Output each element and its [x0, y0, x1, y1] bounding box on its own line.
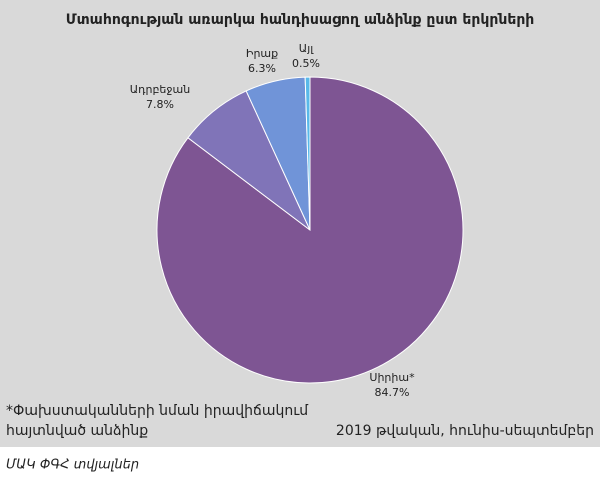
chart-title: Մտահոգության առարկա հանդիսացող անձինք ըս… — [66, 12, 535, 28]
value-label: 84.7% — [375, 386, 410, 399]
slice-label: Իրաք — [246, 47, 278, 60]
slice-label: Ադրբեջան — [130, 83, 190, 96]
slice-label: Այլ — [299, 42, 314, 55]
footnote: *Փախստականների նման իրավիճակում — [6, 403, 309, 419]
source: ՄԱԿ ՓԳՀ տվյալներ — [6, 458, 139, 473]
footnote: հայտնված անձինք — [6, 423, 148, 439]
period: 2019 թվական, հունիս-սեպտեմբեր — [336, 423, 594, 439]
value-label: 0.5% — [292, 57, 320, 70]
value-label: 6.3% — [248, 62, 276, 75]
slice-label: Սիրիա* — [369, 371, 415, 384]
pie-slice — [304, 76, 311, 231]
value-label: 7.8% — [146, 98, 174, 111]
